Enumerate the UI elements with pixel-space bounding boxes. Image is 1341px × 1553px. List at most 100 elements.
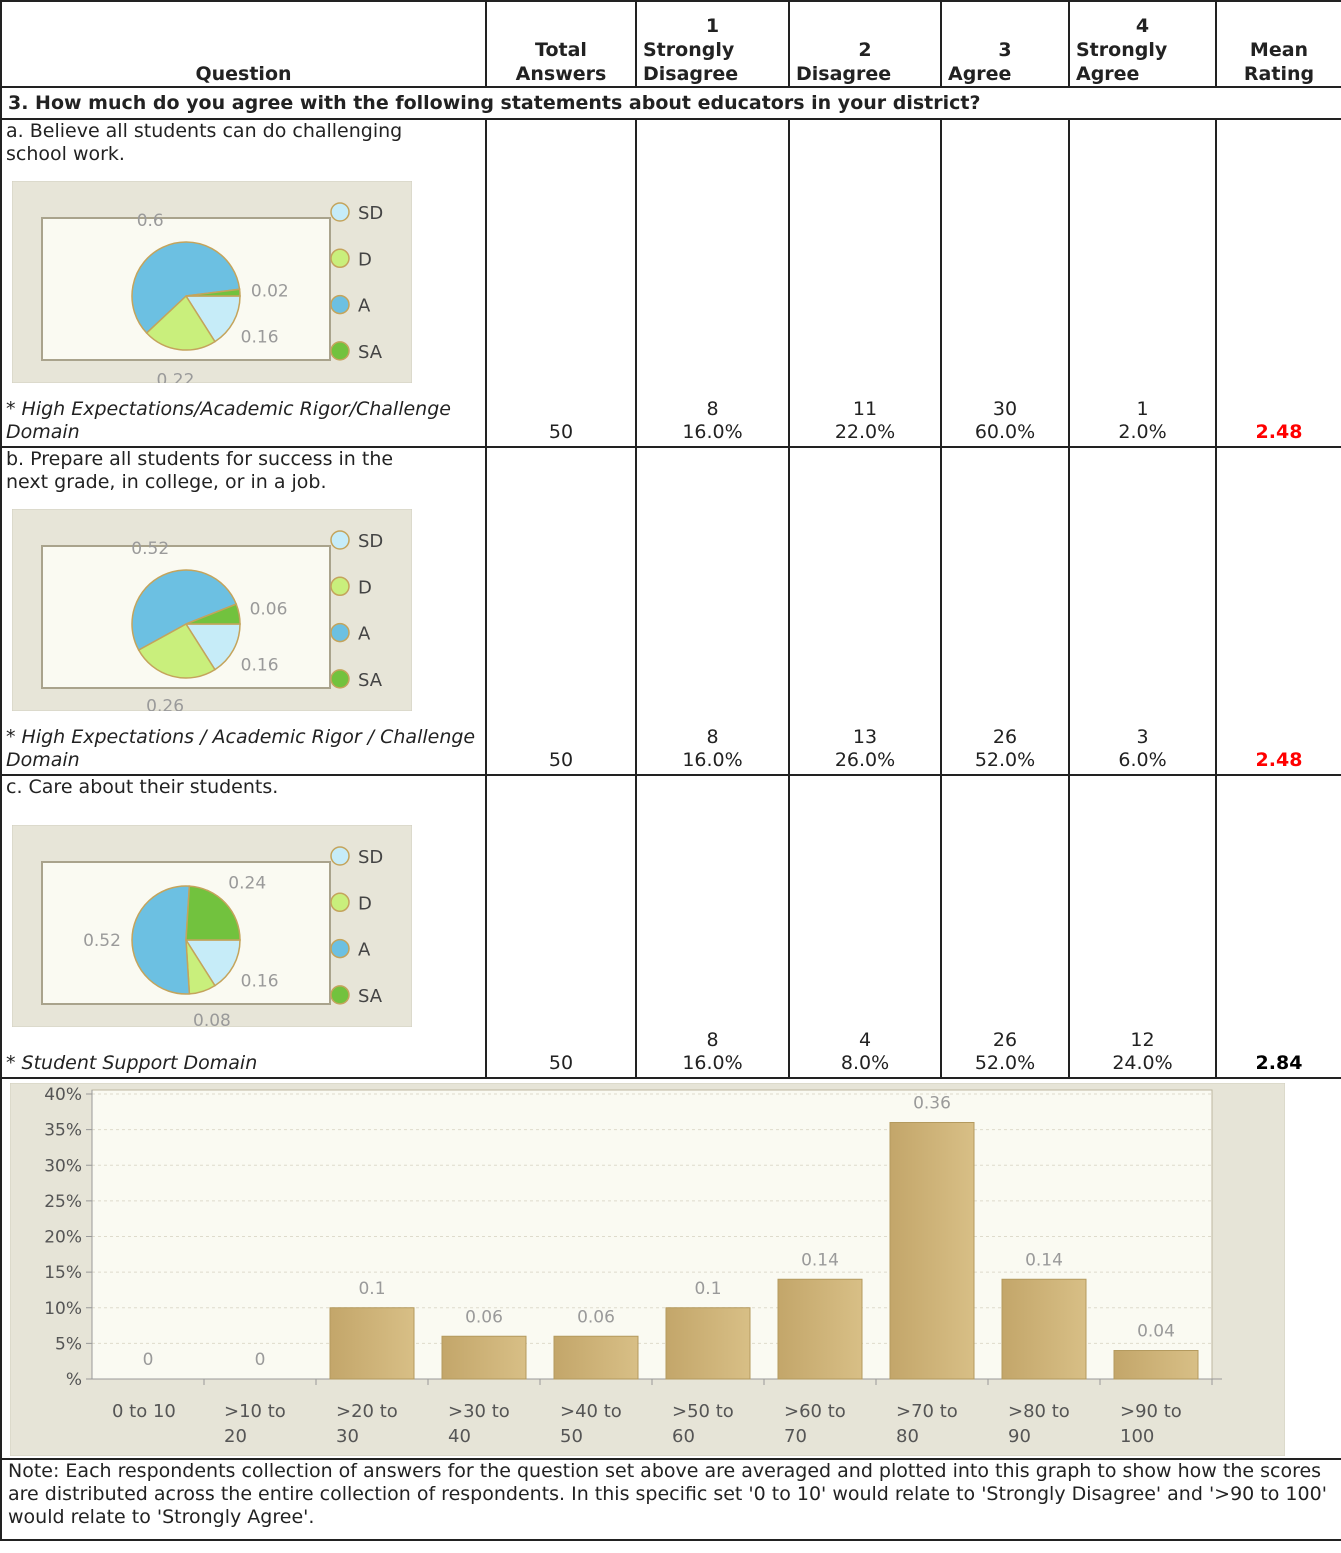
question-content: b. Prepare all students for success in t… [6,448,481,773]
answer-count: 3 [1136,726,1149,748]
column-number: 4 [1135,15,1150,37]
pie-slice [137,623,216,679]
legend-label: D [358,893,372,914]
header-cell: Mean Rating [1215,0,1341,88]
value-label: 0.04 [1137,1322,1175,1342]
question-cell: b. Prepare all students for success in t… [0,446,487,776]
legend-label: A [358,624,371,645]
value-label: 0.06 [577,1307,615,1327]
bar-chart: % 5% 10% 15% 20% 25% 30% 35% 40% 0 0 0.1 0.06 0.06 0.1… [10,1083,1285,1456]
legend-marker [330,294,350,315]
x-tick-label: >40 to 50 [560,1401,622,1447]
column-label: Strongly Agree [1076,39,1168,85]
value-label: 0.06 [465,1307,503,1327]
column-label: Agree [948,63,1012,85]
y-tick-label: 20% [44,1228,82,1248]
slice-label: 0.16 [241,971,279,991]
y-tick-label: 25% [44,1192,82,1212]
section-row: 3. How much do you agree with the follow… [0,86,1341,120]
y-tick-label: 35% [44,1121,82,1141]
pie-chart: 0.16 0.26 0.52 0.06 SD D A SA [12,509,412,711]
legend-label: D [358,577,372,598]
domain-text: * Student Support Domain [6,1052,258,1074]
slice-label: 0.6 [137,211,164,231]
answer-cell: 11 22.0% [788,118,942,448]
column-number: 1 [705,15,720,37]
note: Note: Each respondents collection of ans… [0,1458,1341,1541]
pie-slice [185,288,241,297]
slice-label: 0.52 [83,931,121,951]
question-text: b. Prepare all students for success in t… [6,448,394,493]
answer-percent: 6.0% [1118,749,1167,771]
answer-cell: 8 16.0% [635,118,790,448]
total-answers: 50 [485,118,637,448]
answer-count: 30 [992,398,1018,420]
slice-label: 0.16 [241,655,279,675]
legend-marker [330,845,350,866]
pie-slice [145,294,216,351]
bar [777,1278,863,1380]
pie-slice [185,884,241,941]
value-label: 0.14 [1025,1250,1063,1270]
legend-label: SD [358,203,383,224]
section-title: 3. How much do you agree with the follow… [0,86,1341,120]
value-label: 0.14 [801,1250,839,1270]
answer-percent: 52.0% [974,749,1036,771]
value-label: 0.36 [913,1094,951,1114]
question-cell: c. Care about their students. 0.16 0.08 0.5… [0,774,487,1079]
y-tick-label: 30% [44,1156,82,1176]
total-answers: 50 [485,774,637,1079]
question-row: b. Prepare all students for success in t… [0,446,1341,776]
x-tick-label: >30 to 40 [448,1401,510,1447]
value-label: 0.1 [694,1279,721,1299]
pie-slice [184,295,241,343]
legend-marker [330,248,350,269]
legend-label: SA [358,985,383,1006]
pie-slice [131,241,241,335]
pie-chart: 0.16 0.22 0.6 0.02 SD D A SA [12,181,412,383]
x-tick-label: >60 to 70 [784,1401,846,1447]
question-row: c. Care about their students. 0.16 0.08 0.5… [0,774,1341,1079]
header-cell: Question [0,0,487,88]
slice-label: 0.26 [146,696,184,711]
mean-rating: 2.48 [1215,118,1341,448]
slice-label: 0.52 [131,539,169,559]
pie-slice [184,623,241,671]
pie-chart: 0.16 0.08 0.52 0.24 SD D A SA [12,824,412,1027]
bar [553,1335,639,1380]
note-row: Note: Each respondents collection of ans… [0,1458,1341,1541]
slice-label: 0.02 [251,282,289,302]
column-number: 2 [858,39,872,61]
slice-label: 0.16 [241,327,279,347]
slice-label: 0.08 [193,1010,231,1026]
answer-count: 8 [706,726,719,748]
question-text: c. Care about their students. [6,776,279,798]
legend-marker [330,341,350,361]
answer-count: 4 [858,1029,872,1051]
y-tick-label: 5% [55,1334,82,1354]
bar [1001,1278,1087,1380]
x-tick-label: >80 to 90 [1008,1401,1070,1447]
legend-label: D [358,249,372,270]
answer-percent: 8.0% [840,1052,890,1074]
y-tick-label: 15% [44,1263,82,1283]
answer-cell: 13 26.0% [788,446,942,776]
question-cell: a. Believe all students can do challengi… [0,118,487,448]
chart-wrap: % 5% 10% 15% 20% 25% 30% 35% 40% 0 0 0.1 0.06 0.06 0.1… [3,1080,1340,1457]
question-row: a. Believe all students can do challengi… [0,118,1341,448]
answer-count: 13 [852,726,878,748]
answer-percent: 60.0% [974,421,1036,443]
value-label: 0.1 [358,1279,385,1299]
x-tick-label: >70 to 80 [896,1401,958,1447]
column-label: Disagree [796,63,892,85]
answer-count: 26 [992,726,1018,748]
answer-count: 12 [1130,1029,1155,1051]
legend-label: SA [358,342,383,363]
answer-cell: 30 60.0% [940,118,1070,448]
x-tick-label: >20 to 30 [336,1401,398,1447]
y-tick-label: 10% [44,1299,82,1319]
legend-label: SD [358,531,383,552]
answer-count: 1 [1136,398,1149,420]
bar [329,1307,415,1380]
value-label: 0 [143,1350,154,1370]
